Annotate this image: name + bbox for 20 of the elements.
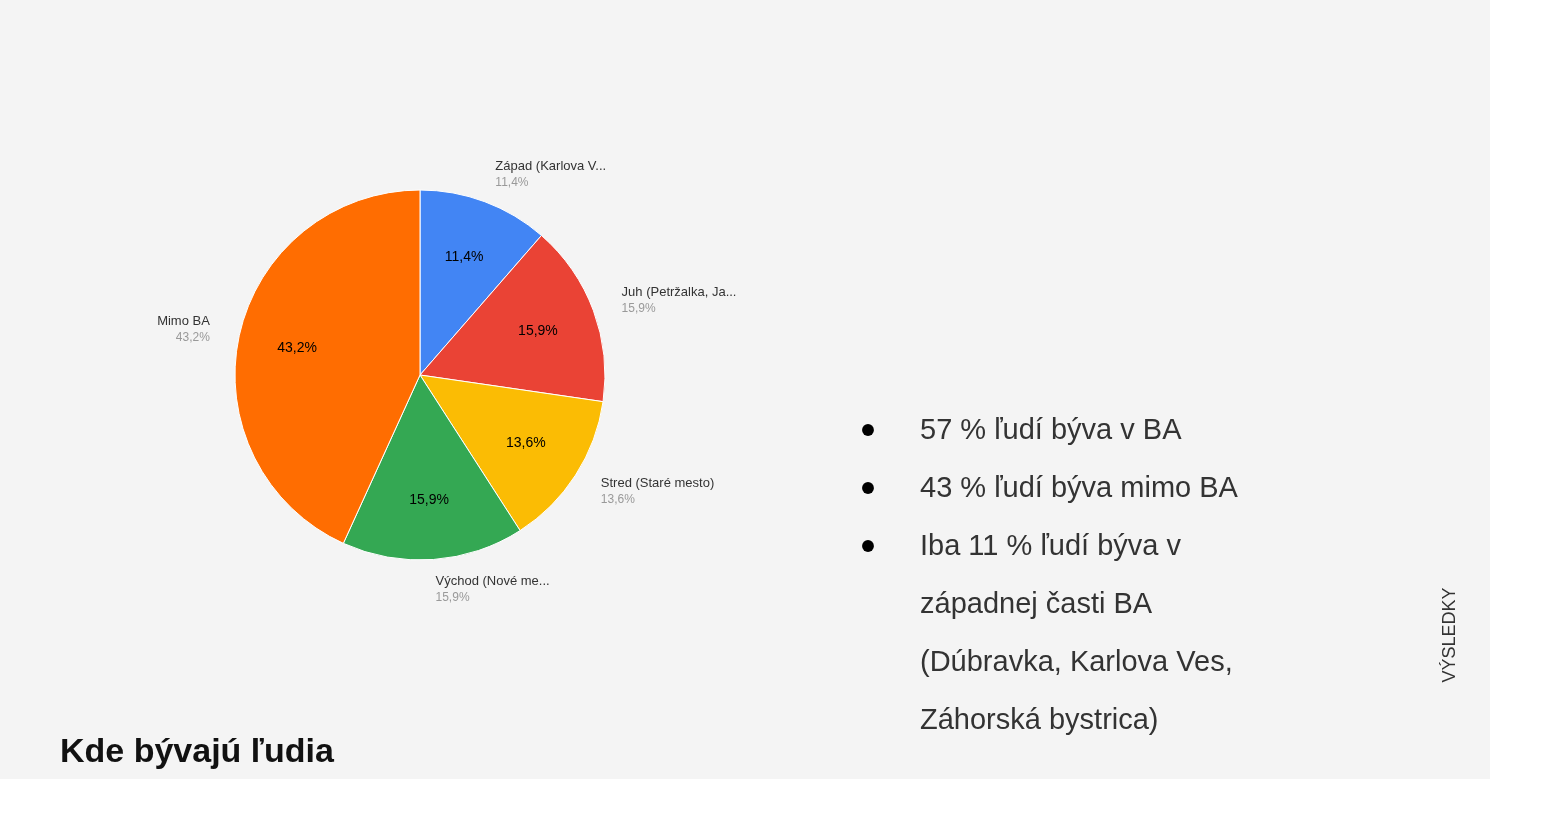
slice-label: Západ (Karlova V... xyxy=(495,157,607,173)
text: 15,9% xyxy=(435,590,470,605)
data-label: 15,9% xyxy=(518,322,558,339)
slice-label: Východ (Nové me... xyxy=(435,573,550,589)
text: 15,9% xyxy=(621,301,656,316)
data-label: 13,6% xyxy=(505,434,546,451)
text: Kde bývajú ľudia xyxy=(60,731,335,769)
text: 11,4% xyxy=(495,174,529,189)
slice-label: Juh (Petržalka, Ja... xyxy=(621,284,737,300)
text: VÝSLEDKY xyxy=(1439,587,1459,683)
text: 13,6% xyxy=(600,492,635,507)
data-label: 11,4% xyxy=(444,248,484,265)
text: 43 % ľudí býva mimo BA xyxy=(920,471,1239,503)
data-label: 15,9% xyxy=(409,491,449,508)
slice-label: Mimo BA xyxy=(157,313,211,329)
data-label: 43,2% xyxy=(277,339,317,356)
slice-label: Stred (Staré mesto) xyxy=(600,475,715,491)
text: 43,2% xyxy=(175,330,210,345)
text: Iba 11 % ľudí býva v západnej časti BA (Dúbravka, Karlova Ves, Záhorská bystrica) xyxy=(920,529,1233,735)
text: 57 % ľudí býva v BA xyxy=(920,413,1183,445)
